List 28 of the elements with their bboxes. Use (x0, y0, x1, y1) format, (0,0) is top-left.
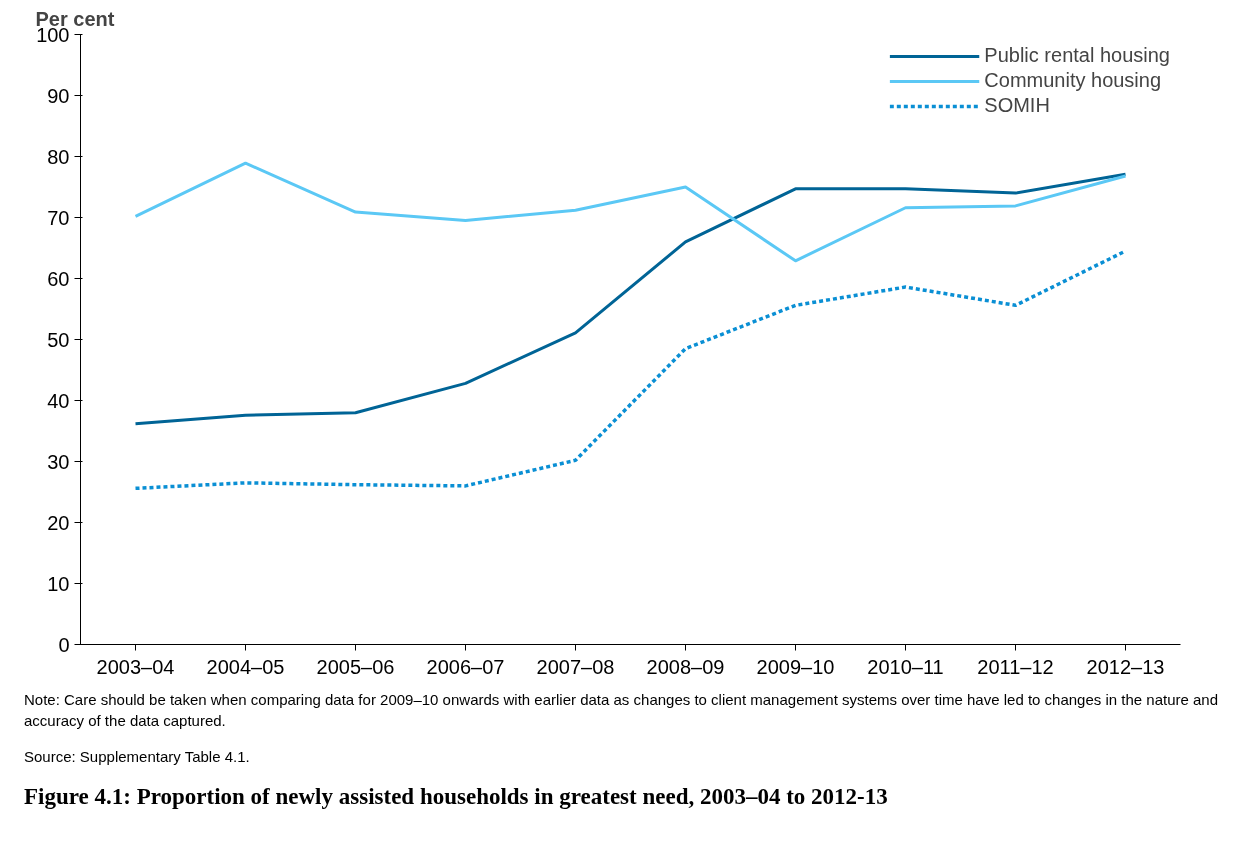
legend-label: SOMIH (984, 94, 1050, 117)
y-tick-label: 90 (47, 84, 70, 107)
x-tick-label: 2008–09 (646, 655, 725, 678)
x-tick-label: 2010–11 (867, 655, 944, 678)
y-tick-label: 30 (47, 450, 70, 473)
x-tick-label: 2004–05 (206, 655, 285, 678)
x-tick-label: 2009–10 (756, 655, 835, 678)
y-tick-label: 40 (47, 389, 70, 412)
y-tick-label: 50 (47, 328, 70, 351)
line-series (134, 161, 1127, 263)
x-tick-label: 2007–08 (536, 655, 615, 678)
y-tick-label: 70 (47, 206, 70, 229)
line-series (134, 172, 1127, 426)
y-tick-label: 10 (47, 572, 70, 595)
y-tick-label: 80 (47, 145, 70, 168)
text: Figure 4.1: Proportion of newly assisted households in greatest need, 2003–04 to 2012-13 (24, 783, 888, 812)
legend-label: Community housing (984, 69, 1162, 92)
source-note: Source: Supplementary Table 4.1. (24, 746, 250, 767)
x-tick-label: 2012–13 (1086, 655, 1165, 678)
x-tick-label: 2003–04 (96, 655, 175, 678)
text: Note: Care should be taken when comparing data for 2009–10 onwards with earlier data as changes to client management systems over time have led to changes in the nature and accuracy of the data captured. (24, 690, 1220, 732)
y-tick-label: 0 (58, 633, 70, 656)
y-tick-label: 60 (47, 267, 70, 290)
y-tick-label: 20 (47, 511, 70, 534)
x-tick-label: 2005–06 (316, 655, 395, 678)
x-tick-label: 2006–07 (426, 655, 505, 678)
legend-label: Public rental housing (984, 44, 1170, 67)
x-tick-label: 2011–12 (977, 655, 1054, 678)
